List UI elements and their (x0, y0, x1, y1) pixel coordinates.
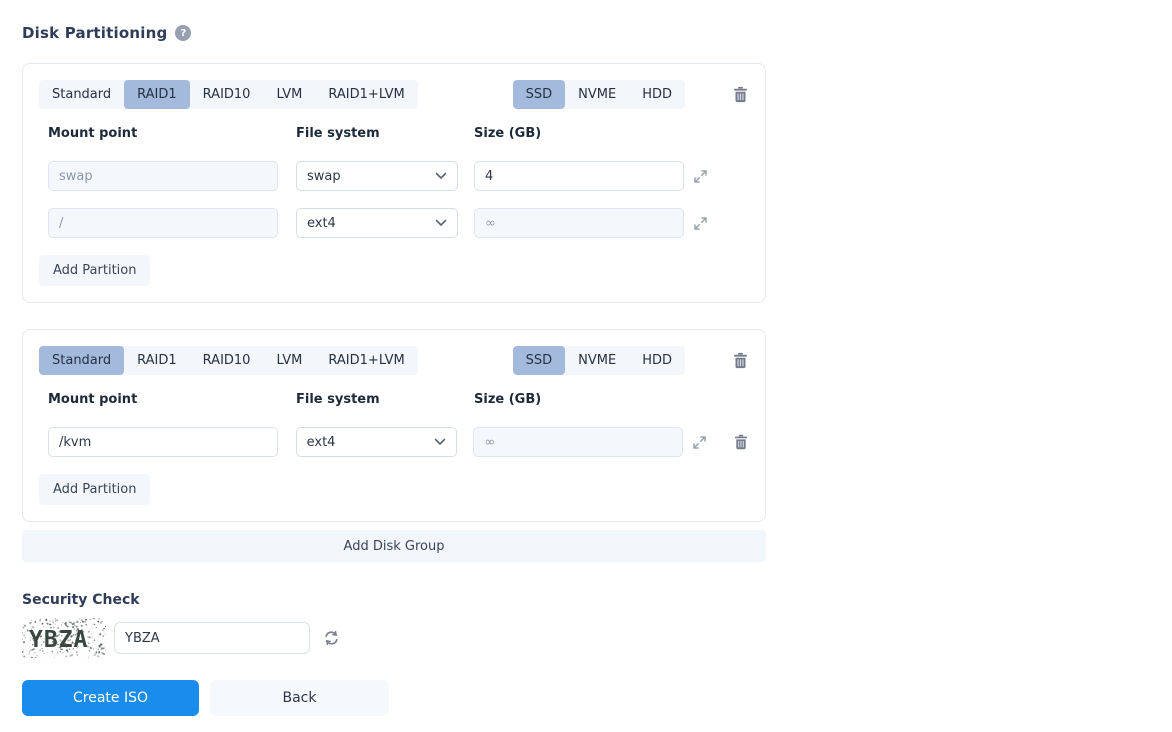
size-input[interactable] (473, 427, 683, 457)
partition-row: swap (48, 161, 749, 191)
raid-type-tabs: Standard RAID1 RAID10 LVM RAID1+LVM (39, 80, 418, 109)
raid-type-tabs: Standard RAID1 RAID10 LVM RAID1+LVM (39, 346, 418, 375)
mount-point-header: Mount point (48, 126, 138, 141)
form-actions: Create ISO Back (22, 680, 1172, 716)
disk-group-card-2: Standard RAID1 RAID10 LVM RAID1+LVM SSD … (22, 329, 766, 522)
delete-disk-group-button[interactable] (732, 86, 749, 103)
raid-tab-raid10[interactable]: RAID10 (190, 80, 264, 109)
trash-icon (732, 352, 749, 369)
security-check-title: Security Check (22, 592, 140, 608)
size-input[interactable] (474, 208, 684, 238)
trash-icon (732, 86, 749, 103)
help-icon[interactable]: ? (175, 25, 192, 41)
partition-column-headers: Mount point File system Size (GB) (48, 392, 749, 407)
refresh-captcha-button[interactable] (323, 630, 340, 646)
disk-tab-ssd[interactable]: SSD (512, 80, 566, 109)
raid-tab-standard[interactable]: Standard (39, 346, 125, 375)
file-system-select[interactable]: ext4 (296, 208, 458, 238)
size-input[interactable] (474, 161, 684, 191)
file-system-value: swap (307, 168, 341, 184)
page-title: Disk Partitioning (22, 24, 168, 42)
add-partition-button[interactable]: Add Partition (39, 255, 151, 286)
file-system-header: File system (296, 126, 380, 141)
chevron-down-icon (435, 219, 447, 227)
raid-tab-raid1lvm[interactable]: RAID1+LVM (315, 346, 417, 375)
disk-group-2-toolbar: Standard RAID1 RAID10 LVM RAID1+LVM SSD … (39, 346, 749, 375)
captcha-section: YBZA (22, 618, 1172, 658)
disk-tab-nvme[interactable]: NVME (565, 346, 629, 375)
partition-row: ext4 (48, 208, 749, 238)
trash-icon (733, 434, 749, 450)
chevron-down-icon (435, 172, 447, 180)
expand-icon (692, 435, 707, 450)
add-partition-button[interactable]: Add Partition (39, 474, 151, 505)
delete-partition-button[interactable] (733, 434, 749, 450)
expand-partition-button[interactable] (693, 216, 708, 231)
raid-tab-lvm[interactable]: LVM (263, 346, 315, 375)
expand-icon (693, 169, 708, 184)
mount-point-input[interactable] (48, 208, 278, 238)
raid-tab-lvm[interactable]: LVM (263, 80, 315, 109)
size-header: Size (GB) (474, 126, 542, 141)
mount-point-input[interactable] (48, 427, 278, 457)
disk-type-tabs: SSD NVME HDD (512, 80, 685, 109)
raid-tab-raid1[interactable]: RAID1 (124, 80, 190, 109)
expand-partition-button[interactable] (692, 435, 707, 450)
disk-tab-nvme[interactable]: NVME (565, 80, 629, 109)
refresh-icon (323, 630, 340, 646)
chevron-down-icon (434, 438, 446, 446)
mount-point-header: Mount point (48, 392, 138, 407)
partition-row: ext4 (48, 427, 749, 457)
delete-disk-group-button[interactable] (732, 352, 749, 369)
captcha-image: YBZA (22, 618, 106, 658)
mount-point-input[interactable] (48, 161, 278, 191)
size-header: Size (GB) (474, 392, 542, 407)
file-system-value: ext4 (306, 434, 336, 450)
file-system-select[interactable]: ext4 (295, 427, 458, 457)
add-disk-group-button[interactable]: Add Disk Group (22, 530, 766, 562)
raid-tab-raid10[interactable]: RAID10 (190, 346, 264, 375)
partition-column-headers: Mount point File system Size (GB) (48, 126, 749, 141)
file-system-value: ext4 (307, 215, 336, 231)
back-button[interactable]: Back (210, 680, 389, 716)
disk-group-1-toolbar: Standard RAID1 RAID10 LVM RAID1+LVM SSD … (39, 80, 749, 109)
raid-tab-raid1lvm[interactable]: RAID1+LVM (315, 80, 417, 109)
disk-type-tabs: SSD NVME HDD (512, 346, 685, 375)
captcha-input[interactable] (114, 622, 310, 654)
disk-tab-ssd[interactable]: SSD (512, 346, 566, 375)
page-header: Disk Partitioning ? (22, 24, 1172, 42)
file-system-header: File system (296, 392, 380, 407)
disk-group-card-1: Standard RAID1 RAID10 LVM RAID1+LVM SSD … (22, 63, 766, 303)
expand-icon (693, 216, 708, 231)
disk-tab-hdd[interactable]: HDD (629, 346, 685, 375)
create-iso-button[interactable]: Create ISO (22, 680, 199, 716)
file-system-select[interactable]: swap (296, 161, 458, 191)
raid-tab-standard[interactable]: Standard (39, 80, 124, 109)
captcha-text: YBZA (29, 627, 88, 653)
raid-tab-raid1[interactable]: RAID1 (124, 346, 190, 375)
expand-partition-button[interactable] (693, 169, 708, 184)
disk-tab-hdd[interactable]: HDD (629, 80, 685, 109)
